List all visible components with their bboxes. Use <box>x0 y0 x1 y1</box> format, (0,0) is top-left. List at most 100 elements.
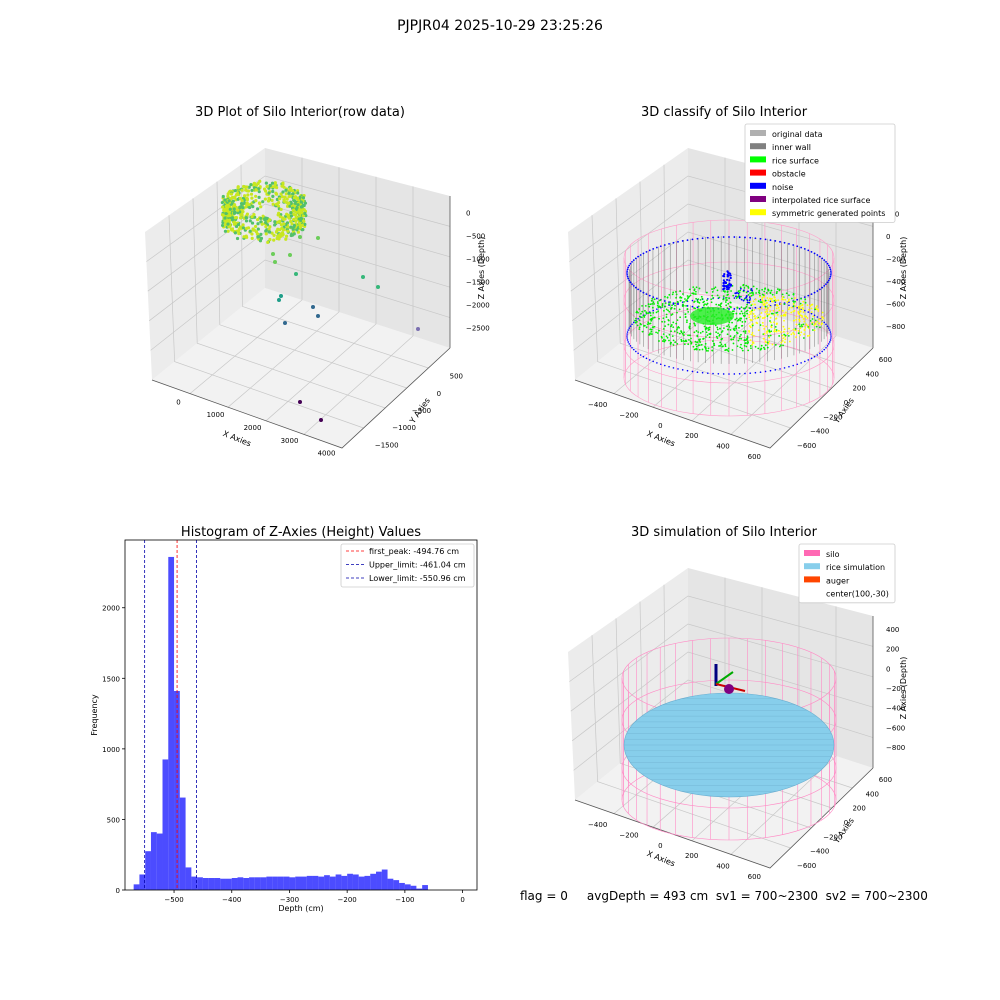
histogram-bar <box>399 882 405 890</box>
histogram-bar <box>306 875 313 890</box>
panel2-legend-swatch <box>750 209 766 216</box>
z-tick-label: −200 <box>886 685 905 693</box>
histogram-bar <box>301 876 307 890</box>
panel2-legend-label: rice surface <box>772 156 819 165</box>
y-tick-label: 600 <box>879 356 892 364</box>
panel3-legend-label: rice simulation <box>826 563 885 572</box>
x-tick-label: −400 <box>588 401 607 409</box>
panel2-legend-swatch <box>750 156 766 163</box>
histogram-bar <box>387 878 394 890</box>
histogram-bar <box>260 877 267 890</box>
x-tick-label: −200 <box>338 896 357 904</box>
histogram-bar <box>179 797 186 890</box>
z-tick-label: −400 <box>886 705 905 713</box>
noise-points <box>626 236 832 375</box>
y-tick-label: −1500 <box>375 441 399 449</box>
histogram-bar <box>185 867 192 890</box>
x-tick-label: 600 <box>748 873 761 881</box>
x-tick-label: −500 <box>164 896 183 904</box>
z-tick-label: −600 <box>886 300 905 308</box>
histogram-bar <box>416 888 423 890</box>
y-tick-label: 500 <box>107 816 120 824</box>
y-tick-label: −1000 <box>392 424 416 432</box>
status-line: flag = 0 avgDepth = 493 cm sv1 = 700~230… <box>520 889 928 903</box>
histogram-bar <box>249 877 255 890</box>
x-tick-label: 0 <box>658 422 662 430</box>
x-tick-label: 200 <box>685 852 698 860</box>
x-tick-label: 1000 <box>207 411 225 419</box>
z-tick-label: 0 <box>886 233 890 241</box>
x-tick-label: −400 <box>222 896 241 904</box>
x-tick-label: −200 <box>619 832 638 840</box>
z-axis-label: Z Axies (Depth) <box>477 237 486 300</box>
auger-arm <box>715 671 734 685</box>
z-tick-label: −500 <box>466 233 485 241</box>
histogram-bar <box>162 759 169 890</box>
histogram-bar <box>318 876 325 890</box>
x-tick-label: 4000 <box>318 450 336 458</box>
histogram-bar <box>422 885 428 890</box>
z-tick-label: −1000 <box>466 256 490 264</box>
panel3-legend-label: auger <box>826 576 850 585</box>
panel3-legend-swatch <box>804 550 820 556</box>
panel3-title: 3D simulation of Silo Interior <box>631 525 818 540</box>
histogram-bar <box>237 877 244 890</box>
panel2-legend-swatch <box>750 143 766 150</box>
y-tick-label: 0 <box>437 390 441 398</box>
histogram-bar <box>266 876 273 890</box>
y-tick-label: 200 <box>852 385 865 393</box>
y-tick-label: 0 <box>844 819 848 827</box>
z-tick-label: −1500 <box>466 279 490 287</box>
histogram-bar <box>277 876 284 890</box>
histogram-bar <box>381 869 388 890</box>
panel2-title: 3D classify of Silo Interior <box>641 105 808 120</box>
y-tick-label: 500 <box>450 373 463 381</box>
x-tick-label: 0 <box>658 842 662 850</box>
histogram-bar <box>312 875 319 890</box>
histogram-bar <box>410 885 417 890</box>
obstacle-noise-cluster <box>722 270 753 304</box>
histogram-bar <box>156 833 163 890</box>
floor-pane <box>152 288 450 448</box>
axis-lines <box>574 347 874 449</box>
plot-frame <box>124 539 478 891</box>
histogram-bar <box>133 884 140 890</box>
left-pane <box>568 148 688 380</box>
histogram-bar <box>335 874 342 890</box>
y-tick-label: 1500 <box>102 675 120 683</box>
histogram-bar <box>347 873 353 890</box>
histogram-bar <box>231 878 238 890</box>
y-tick-label: 200 <box>852 805 865 813</box>
histogram-bar <box>139 874 146 890</box>
histogram-bar <box>324 875 330 890</box>
panel2-legend-swatch <box>750 130 766 136</box>
y-tick-label: 400 <box>866 370 879 378</box>
x-tick-label: −400 <box>588 821 607 829</box>
panel3-legend-swatch <box>804 576 820 583</box>
raw-point-cloud <box>220 179 308 244</box>
axis-lines <box>151 347 451 449</box>
auger <box>714 664 746 694</box>
panel2-legend-swatch <box>750 182 766 189</box>
panel3-legend <box>798 543 896 604</box>
rice-mesh <box>624 698 834 792</box>
panel2-legend-swatch <box>750 196 766 202</box>
histogram-bar <box>191 876 198 890</box>
legend-label: first_peak: -494.76 cm <box>369 547 459 556</box>
z-tick-label: 0 <box>466 210 470 218</box>
panel2-legend-label: symmetric generated points <box>772 209 885 218</box>
panel2-legend-label: original data <box>772 130 823 139</box>
histogram-bar <box>393 880 400 890</box>
y-tick-label: −600 <box>797 862 816 870</box>
histogram-bar <box>329 876 336 890</box>
z-axis-label: Z Axies (Depth) <box>899 237 908 300</box>
histogram-bar <box>243 878 250 890</box>
x-axis-label: Depth (cm) <box>278 904 323 913</box>
histogram-legend <box>340 543 475 588</box>
x-tick-label: 400 <box>716 863 729 871</box>
z-tick-label: −600 <box>886 724 905 732</box>
x-tick-label: 0 <box>460 896 464 904</box>
axis-lines <box>574 767 874 869</box>
histogram-bar <box>289 877 296 890</box>
